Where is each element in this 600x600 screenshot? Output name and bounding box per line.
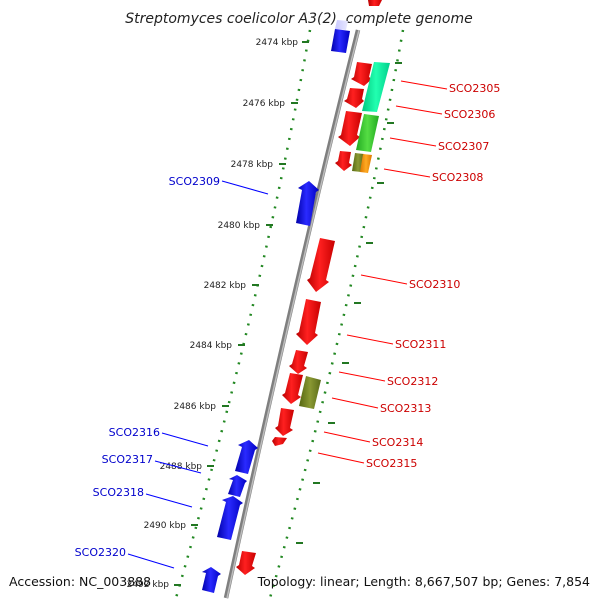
gene-label[interactable]: SCO2317 xyxy=(102,453,153,466)
label-sco2315[interactable]: SCO2315 xyxy=(317,452,417,470)
label-sco2306[interactable]: SCO2306 xyxy=(395,105,495,121)
scale-tick-2488: 2488 kbp xyxy=(160,462,214,472)
gene-label[interactable]: SCO2306 xyxy=(444,108,495,121)
gene-label[interactable]: SCO2314 xyxy=(372,436,423,449)
scale-tick-2484: 2484 kbp xyxy=(190,341,245,351)
gene-sco2307[interactable] xyxy=(338,111,379,152)
gene-sco2308[interactable] xyxy=(335,151,372,173)
gene-top-lavender[interactable] xyxy=(335,20,348,30)
kbp-label: 2486 kbp xyxy=(174,402,217,412)
kbp-label: 2490 kbp xyxy=(144,521,187,531)
label-sco2318[interactable]: SCO2318 xyxy=(93,486,193,508)
gene-sco2313[interactable] xyxy=(282,373,321,409)
label-sco2311[interactable]: SCO2311 xyxy=(346,334,446,351)
scale-tick-2476: 2476 kbp xyxy=(243,99,298,109)
gene-sco2317[interactable] xyxy=(228,475,247,497)
label-sco2309[interactable]: SCO2309 xyxy=(169,175,269,195)
label-sco2308[interactable]: SCO2308 xyxy=(383,168,483,184)
scale-tick-2490: 2490 kbp xyxy=(144,521,198,531)
scale-tick-2492: 2492 kbp xyxy=(127,580,181,590)
scale-tick-2474: 2474 kbp xyxy=(256,38,309,48)
kbp-label: 2488 kbp xyxy=(160,462,203,472)
gene-sco2305[interactable] xyxy=(351,62,390,112)
scale-tick-2480: 2480 kbp xyxy=(218,221,273,231)
gene-label[interactable]: SCO2308 xyxy=(432,171,483,184)
gene-sco2316[interactable] xyxy=(235,440,258,474)
gene-sco2312[interactable] xyxy=(289,350,308,374)
kbp-label: 2484 kbp xyxy=(190,341,233,351)
label-sco2305[interactable]: SCO2305 xyxy=(400,80,500,95)
gene-label[interactable]: SCO2307 xyxy=(438,140,489,153)
kbp-label: 2482 kbp xyxy=(204,281,247,291)
gene-label[interactable]: SCO2315 xyxy=(366,457,417,470)
scale-tick-2478: 2478 kbp xyxy=(231,160,286,170)
label-sco2307[interactable]: SCO2307 xyxy=(389,137,489,153)
scale-tick-2486: 2486 kbp xyxy=(174,402,229,412)
label-sco2312[interactable]: SCO2312 xyxy=(338,371,438,388)
label-sco2310[interactable]: SCO2310 xyxy=(360,274,460,291)
kbp-label: 2492 kbp xyxy=(127,580,170,590)
scale-tick-2482: 2482 kbp xyxy=(204,281,259,291)
kbp-label: 2474 kbp xyxy=(256,38,299,48)
gene-label[interactable]: SCO2310 xyxy=(409,278,460,291)
gene-top-partial[interactable] xyxy=(368,0,382,6)
kbp-label: 2478 kbp xyxy=(231,160,274,170)
gene-top-blue[interactable] xyxy=(331,29,350,53)
genome-title: Streptomyces coelicolor A3(2), complete … xyxy=(125,11,473,27)
gene-sco2314[interactable] xyxy=(275,408,294,436)
kbp-label: 2480 kbp xyxy=(218,221,261,231)
scale-ticks-right xyxy=(296,62,402,544)
kbp-label: 2476 kbp xyxy=(243,99,286,109)
gene-sco2318[interactable] xyxy=(217,496,243,540)
gene-sco2320[interactable] xyxy=(202,567,221,593)
gene-label[interactable]: SCO2320 xyxy=(75,546,126,559)
gene-bottom-red[interactable] xyxy=(236,551,256,575)
gene-label[interactable]: SCO2313 xyxy=(380,402,431,415)
accession-text: Accession: NC_003888 xyxy=(9,574,151,589)
gene-label[interactable]: SCO2305 xyxy=(449,82,500,95)
gene-sco2315[interactable] xyxy=(272,437,287,446)
label-sco2313[interactable]: SCO2313 xyxy=(331,397,431,415)
gene-sco2306[interactable] xyxy=(344,88,364,108)
gene-label[interactable]: SCO2316 xyxy=(109,426,160,439)
gene-sco2309[interactable] xyxy=(296,181,319,226)
gene-label[interactable]: SCO2318 xyxy=(93,486,144,499)
gene-label[interactable]: SCO2309 xyxy=(169,175,220,188)
label-sco2314[interactable]: SCO2314 xyxy=(323,431,423,449)
gene-label[interactable]: SCO2312 xyxy=(387,375,438,388)
genome-summary-text: Topology: linear; Length: 8,667,507 bp; … xyxy=(257,574,590,589)
label-sco2320[interactable]: SCO2320 xyxy=(75,546,175,569)
gene-sco2311[interactable] xyxy=(296,299,321,345)
gene-sco2310[interactable] xyxy=(307,238,335,292)
label-sco2316[interactable]: SCO2316 xyxy=(109,426,209,447)
label-sco2317[interactable]: SCO2317 xyxy=(102,453,202,474)
genome-backbone xyxy=(223,29,361,599)
gene-label[interactable]: SCO2311 xyxy=(395,338,446,351)
